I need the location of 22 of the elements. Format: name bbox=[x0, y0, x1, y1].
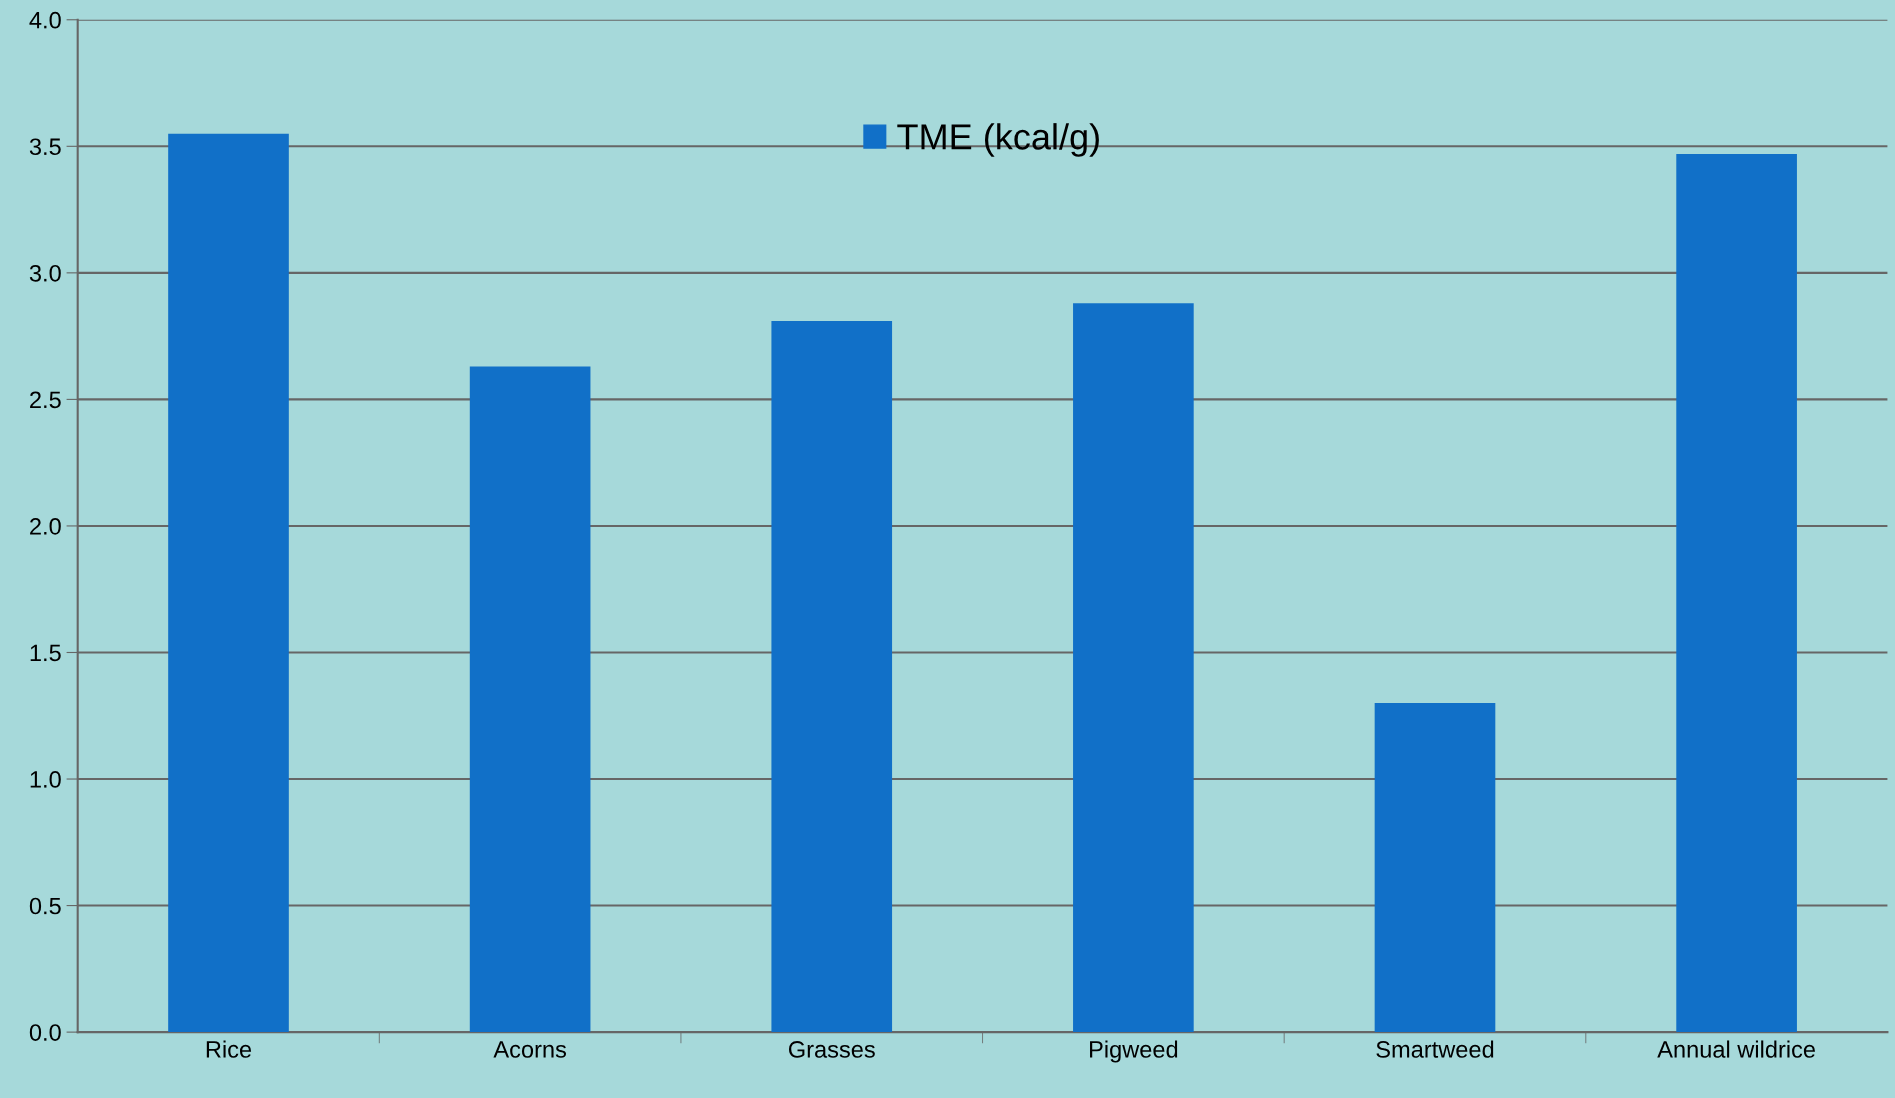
y-tick-label: 0.5 bbox=[29, 897, 61, 915]
bar bbox=[469, 366, 591, 1033]
bar bbox=[1374, 703, 1496, 1033]
y-tick-label: 1.5 bbox=[30, 644, 61, 662]
bar bbox=[771, 320, 893, 1033]
x-tick-label: Grasses bbox=[788, 1041, 875, 1058]
bar bbox=[168, 133, 289, 1033]
x-tick-label: Rice bbox=[206, 1040, 252, 1058]
y-tick-label: 4.0 bbox=[29, 11, 61, 29]
x-tick-label: Annual wildrice bbox=[1657, 1040, 1815, 1058]
x-tick-label: Smartweed bbox=[1376, 1040, 1494, 1058]
x-tick-label: Pigweed bbox=[1090, 1040, 1178, 1063]
legend-label: TME (kcal/g) bbox=[897, 123, 1099, 157]
y-tick-label: 3.0 bbox=[29, 264, 61, 282]
x-tick-label: Acorns bbox=[493, 1041, 567, 1058]
y-tick-label: 1.0 bbox=[30, 771, 61, 788]
y-tick-label: 2.0 bbox=[30, 518, 61, 535]
y-tick-label: 0.0 bbox=[29, 1024, 61, 1041]
y-tick-label: 2.5 bbox=[30, 391, 61, 409]
y-tick-label: 3.5 bbox=[29, 138, 61, 156]
bar bbox=[1676, 153, 1797, 1033]
bar bbox=[1073, 303, 1194, 1033]
